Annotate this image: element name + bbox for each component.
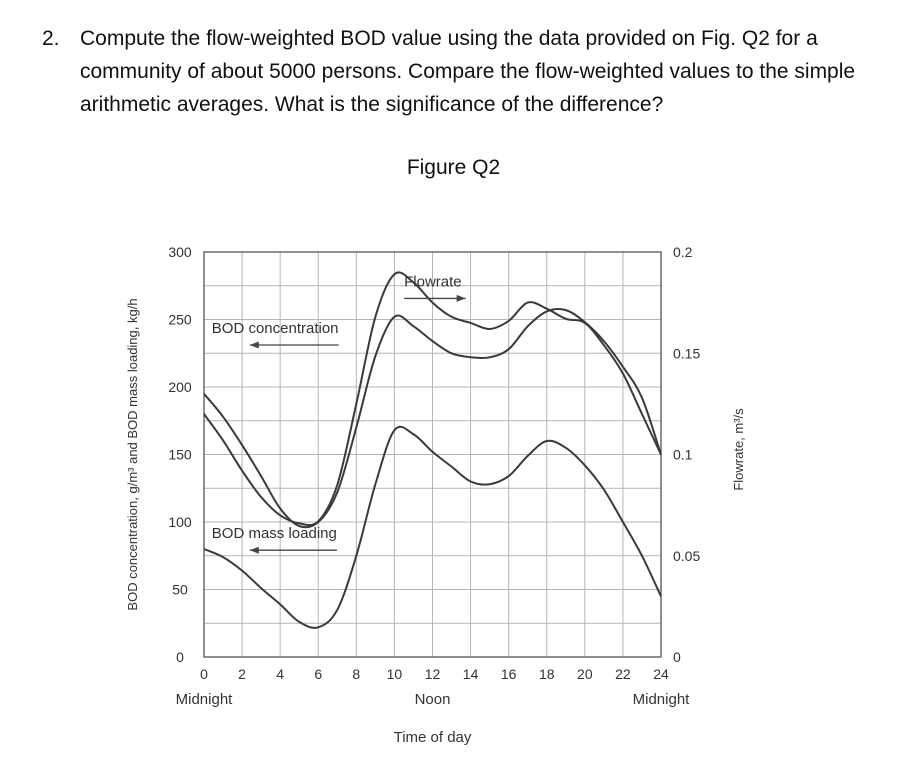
figure-title: Figure Q2 [406,156,501,179]
y-right-axis-label: Flowrate, m³/s [731,408,746,491]
annotation-arrowhead-bod-concentration [249,341,259,349]
y-left-tick-label: 250 [168,312,192,328]
x-tick-label: 6 [314,666,322,682]
annotation-arrowhead-flowrate [456,294,466,302]
series-line-bod-mass-loading [203,425,662,629]
y-right-tick-label: 0.2 [673,244,693,260]
x-sublabel: Midnight [633,691,691,708]
x-tick-label: 16 [501,666,517,682]
annotation-flowrate: Flowrate [404,273,462,290]
y-left-axis-label: BOD concentration, g/m³ and BOD mass loa… [125,298,140,610]
x-tick-label: 4 [276,666,284,682]
annotation-bod-concentration: BOD concentration [212,320,339,337]
x-sublabel: Noon [415,691,451,708]
y-left-tick-label: 0 [176,649,184,665]
y-right-tick-label: 0.1 [673,447,693,463]
series-line-bod-concentration [203,308,662,529]
x-tick-label: 2 [238,666,246,682]
y-left-tick-label: 150 [168,447,192,463]
x-tick-label: 10 [387,666,403,682]
y-right-tick-label: 0.05 [673,548,700,564]
x-tick-label: 12 [425,666,441,682]
y-left-tick-label: 300 [168,244,192,260]
y-left-tick-label: 100 [168,514,192,530]
x-tick-label: 20 [577,666,593,682]
annotation-arrowhead-bod-mass-loading [249,546,259,554]
x-tick-label: 24 [653,666,669,682]
x-tick-label: 14 [463,666,479,682]
annotation-bod-mass-loading: BOD mass loading [212,525,337,542]
x-tick-label: 18 [539,666,555,682]
x-tick-label: 8 [352,666,360,682]
x-sublabel: Midnight [176,691,234,708]
question-number: 2. [42,27,60,50]
y-left-tick-label: 50 [172,582,188,598]
y-right-tick-label: 0.15 [673,345,700,361]
question-text: Compute the flow-weighted BOD value usin… [80,27,856,116]
x-tick-label: 0 [200,666,208,682]
y-left-tick-label: 200 [168,379,192,395]
x-axis-label: Time of day [394,729,472,746]
y-right-tick-label: 0 [673,649,681,665]
x-tick-label: 22 [615,666,631,682]
